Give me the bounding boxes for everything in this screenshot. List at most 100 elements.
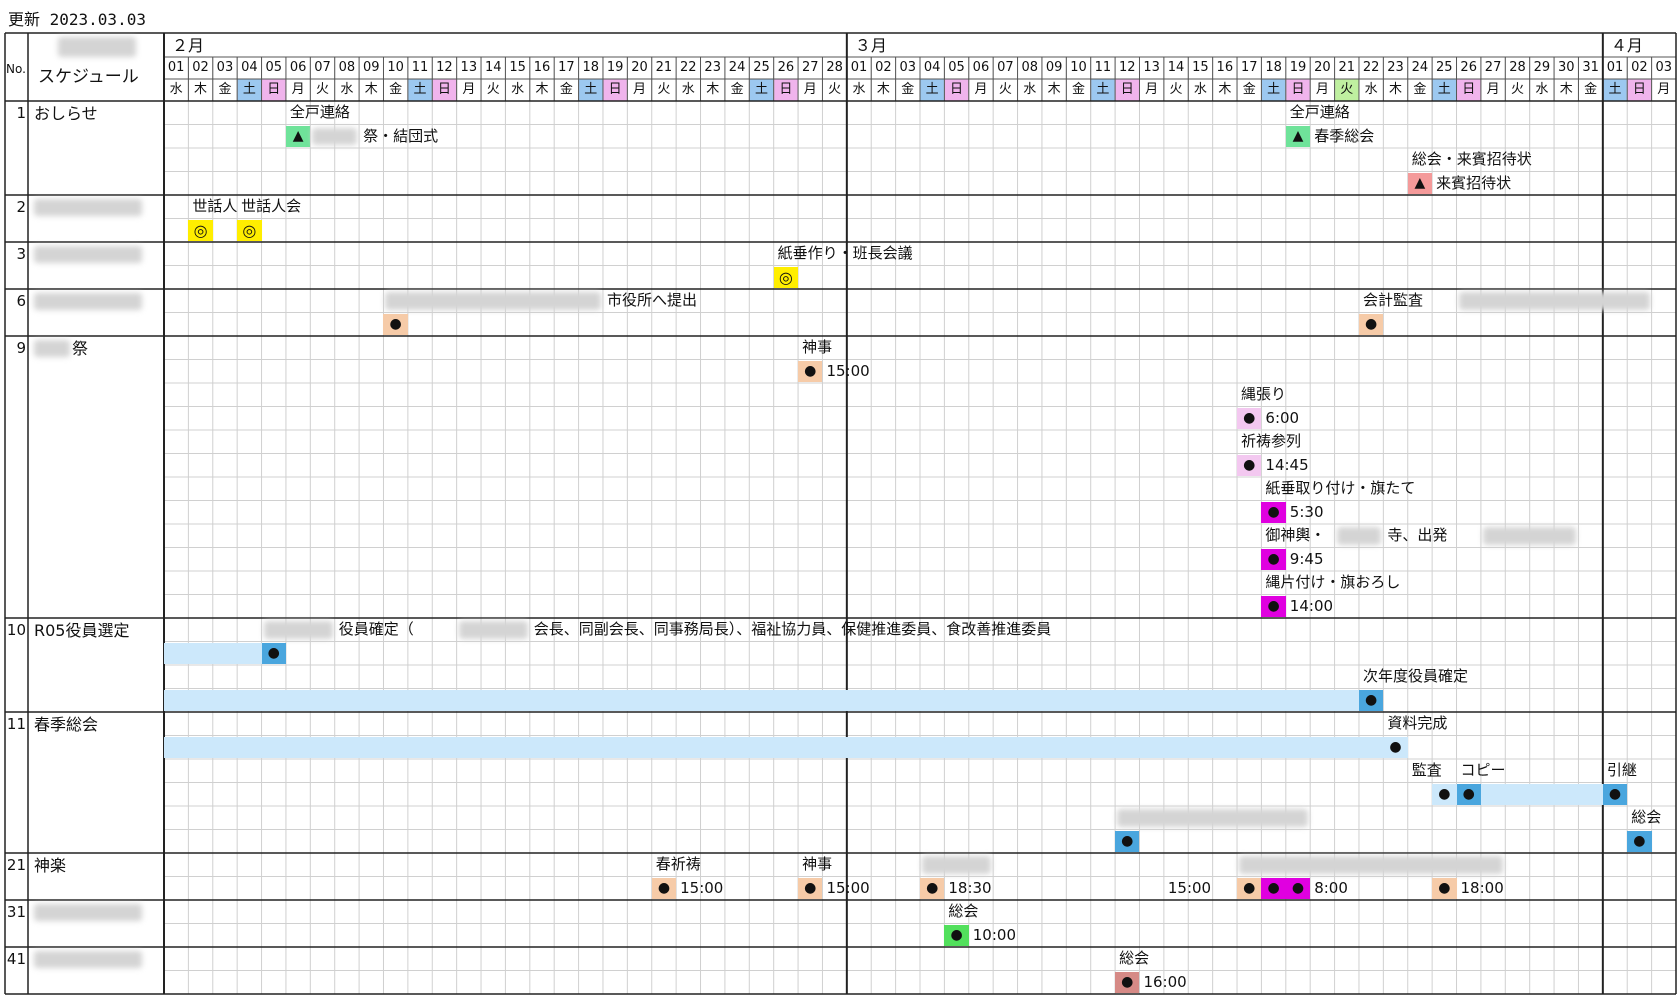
day-number: 13	[1143, 60, 1160, 75]
day-number: 25	[1436, 60, 1453, 75]
weekday-highlight	[749, 79, 774, 101]
day-number: 09	[1045, 60, 1063, 75]
row-label: 春季総会	[34, 715, 99, 734]
weekday-label: 金	[1242, 82, 1256, 97]
weekday-highlight	[1627, 79, 1652, 101]
redacted-text	[922, 856, 992, 874]
weekday-label: 土	[754, 82, 768, 97]
schedule-marker: ●	[1383, 736, 1408, 758]
schedule-label: 6:00	[1265, 408, 1300, 427]
weekday-label: 月	[1145, 82, 1159, 97]
weekday-label: 火	[1340, 82, 1354, 97]
month-label: ４月	[1610, 36, 1643, 55]
day-number: 18	[1265, 60, 1282, 75]
schedule-label: 春季総会	[1314, 126, 1375, 145]
schedule-label: 引継	[1606, 761, 1637, 779]
weekday-label: 日	[1462, 82, 1476, 97]
redacted-text	[458, 621, 528, 639]
schedule-label: 次年度役員確定	[1362, 667, 1468, 685]
row-number: 3	[16, 245, 26, 263]
highlight-band	[164, 642, 262, 664]
day-number: 20	[631, 60, 648, 75]
weekday-label: 日	[779, 82, 793, 97]
schedule-marker: ●	[1261, 501, 1286, 523]
day-number: 25	[753, 60, 770, 75]
day-number: 07	[997, 60, 1014, 75]
row-number: 21	[6, 856, 26, 874]
schedule-label: 9:45	[1289, 549, 1324, 568]
redacted-text	[263, 621, 333, 639]
weekday-highlight	[920, 79, 945, 101]
day-number: 17	[558, 60, 575, 75]
month-label: ３月	[854, 36, 887, 55]
schedule-label: 縄張り	[1241, 385, 1287, 403]
schedule-label: 祈祷参列	[1241, 432, 1302, 450]
weekday-label: 土	[413, 82, 427, 97]
weekday-label: 土	[242, 82, 256, 97]
weekday-label: 火	[657, 82, 671, 97]
weekday-label: 金	[559, 82, 573, 97]
schedule-marker: ◎	[773, 266, 799, 288]
day-number: 02	[192, 60, 209, 75]
weekday-label: 土	[1608, 82, 1622, 97]
weekday-label: 日	[608, 82, 622, 97]
weekday-label: 水	[1535, 82, 1549, 97]
schedule-marker: ▲	[1285, 125, 1311, 147]
row-number: 2	[16, 198, 26, 216]
day-number: 23	[1387, 60, 1404, 75]
schedule-label: 15:00	[826, 878, 870, 897]
weekday-label: 水	[681, 82, 695, 97]
schedule-marker: ●	[1261, 877, 1286, 899]
weekday-label: 水	[511, 82, 525, 97]
row-number: 11	[6, 715, 26, 733]
weekday-highlight	[1090, 79, 1116, 101]
weekday-label: 金	[730, 82, 744, 97]
weekday-highlight	[432, 79, 457, 101]
redacted-text	[1117, 809, 1309, 827]
schedule-label: 8:00	[1314, 878, 1348, 897]
weekday-label: 土	[1096, 82, 1110, 97]
day-number: 27	[801, 60, 819, 75]
schedule-marker: ▲	[285, 125, 311, 147]
day-number: 24	[728, 60, 746, 75]
weekday-label: 火	[1169, 82, 1183, 97]
schedule-label: 18:30	[948, 878, 992, 897]
weekday-label: 土	[1437, 82, 1451, 97]
weekday-label: 木	[535, 82, 549, 97]
weekday-label: 火	[1510, 82, 1524, 97]
weekday-label: 月	[974, 82, 988, 97]
schedule-marker: ●	[1358, 313, 1384, 335]
weekday-label: 木	[1389, 82, 1403, 97]
schedule-label: 世話人	[192, 197, 238, 215]
day-number: 23	[704, 60, 721, 75]
weekday-label: 水	[852, 82, 866, 97]
day-number: 31	[1582, 60, 1599, 75]
month-label: ２月	[172, 36, 205, 55]
schedule-marker: ▲	[1407, 172, 1433, 194]
weekday-label: 金	[218, 82, 232, 97]
schedule-label: 世話人会	[241, 197, 302, 215]
weekday-highlight	[407, 79, 433, 101]
weekday-label: 木	[706, 82, 720, 97]
day-number: 11	[1094, 60, 1112, 75]
day-number: 17	[1240, 60, 1258, 75]
schedule-label: 総会・来賓招待状	[1411, 150, 1532, 168]
schedule-label: 役員確定（	[338, 620, 414, 638]
weekday-highlight	[944, 79, 969, 101]
day-number: 19	[1289, 60, 1307, 75]
day-number: 27	[1484, 60, 1502, 75]
weekday-label: 金	[1071, 82, 1085, 97]
weekday-label: 火	[315, 82, 329, 97]
redacted-row-label	[34, 293, 142, 310]
day-number: 26	[1460, 60, 1477, 75]
day-number: 18	[582, 60, 600, 75]
weekday-highlight	[773, 79, 799, 101]
row-label: おしらせ	[34, 104, 98, 123]
schedule-marker: ●	[1237, 877, 1262, 899]
schedule-label: 会計監査	[1362, 291, 1423, 309]
schedule-marker: ◎	[237, 219, 262, 241]
day-number: 02	[875, 60, 892, 75]
weekday-label: 日	[1632, 82, 1646, 97]
